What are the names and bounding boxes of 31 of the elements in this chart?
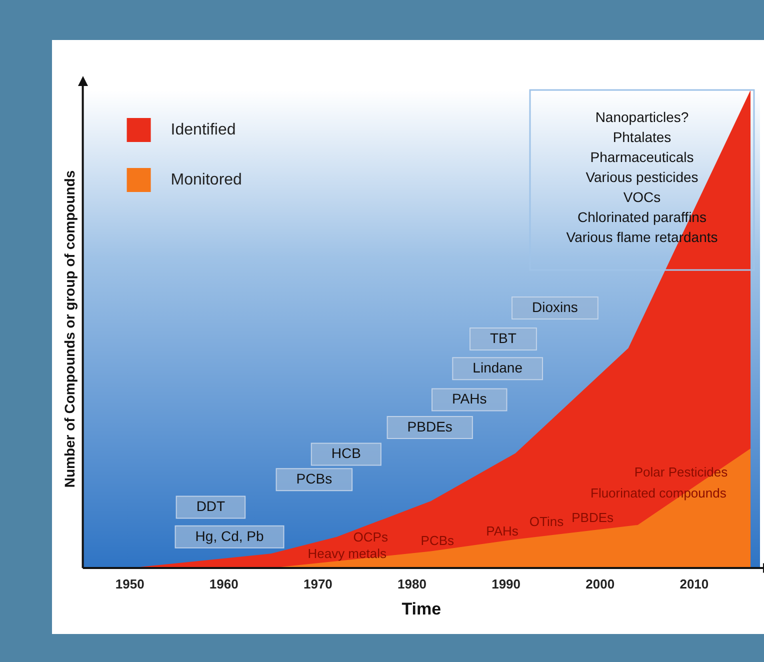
annotation: Hg, Cd, Pb (195, 528, 264, 544)
annotation: PAHs (486, 523, 519, 538)
x-tick-label: 1950 (115, 576, 144, 592)
x-tick-label: 2000 (586, 576, 615, 592)
annotation: VOCs (623, 188, 661, 205)
legend-label: Identified (170, 121, 236, 138)
x-axis-title: Time (402, 599, 442, 618)
annotation: Lindane (472, 360, 523, 376)
x-tick-label: 1970 (303, 576, 332, 592)
annotation: PBDEs (572, 510, 614, 525)
annotation: TBT (490, 330, 517, 346)
x-tick-label: 1980 (398, 576, 426, 592)
annotation: Heavy metals (308, 546, 387, 562)
annotation: Phtalates (612, 128, 672, 145)
x-tick-label: 1960 (209, 576, 238, 592)
annotation: PCBs (420, 532, 454, 548)
annotation: OCPs (353, 530, 388, 545)
y-axis-title: Number of Compounds or group of compounds (61, 170, 78, 488)
annotation: DDT (196, 498, 226, 514)
x-tick-label: 2010 (680, 576, 709, 592)
annotation: OTins (529, 514, 564, 530)
annotation: PCBs (296, 470, 332, 486)
annotation: Various pesticides (586, 168, 698, 185)
legend-label: Monitored (170, 171, 242, 188)
annotation: PBDEs (407, 418, 452, 434)
annotation: Dioxins (532, 298, 578, 315)
x-tick-label: 1990 (492, 576, 521, 592)
annotation: Nanoparticles? (595, 108, 689, 125)
annotation: Pharmaceuticals (590, 148, 694, 165)
annotation: PAHs (452, 390, 487, 407)
annotation: HCB (331, 445, 361, 462)
